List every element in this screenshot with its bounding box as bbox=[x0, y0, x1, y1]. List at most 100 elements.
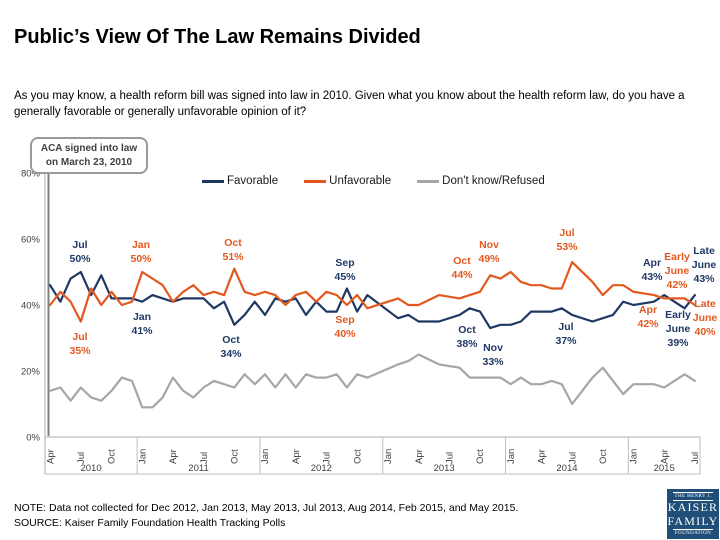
data-callout: Oct 44% bbox=[451, 254, 472, 282]
data-callout-line: 51% bbox=[222, 251, 244, 263]
data-callout-line: 35% bbox=[69, 345, 91, 357]
data-callout-line: Early bbox=[665, 309, 691, 321]
data-callout-line: Sep bbox=[335, 257, 355, 269]
data-callout: Jul 50% bbox=[69, 238, 90, 266]
data-callout-line: 39% bbox=[667, 337, 689, 349]
data-callout-line: Nov bbox=[479, 239, 499, 251]
don-t-know-refused-line bbox=[48, 353, 697, 409]
x-tick-label: Apr bbox=[659, 449, 670, 464]
data-callout-line: Jan bbox=[132, 311, 152, 323]
data-callout: Apr 43% bbox=[641, 256, 662, 284]
logo-divider bbox=[673, 528, 713, 530]
data-callout-line: Oct bbox=[222, 334, 240, 346]
data-callout: Jan 50% bbox=[130, 238, 151, 266]
data-callout-line: Oct bbox=[458, 324, 476, 336]
x-tick-label: Apr bbox=[45, 449, 56, 464]
data-callout-line: 42% bbox=[666, 279, 688, 291]
data-callout-line: Jul bbox=[72, 331, 88, 343]
data-callout: Jul 35% bbox=[69, 330, 90, 358]
data-callout-line: 42% bbox=[637, 318, 659, 330]
x-tick-label: Jul bbox=[199, 452, 210, 464]
year-label: 2014 bbox=[556, 463, 577, 474]
data-callout: Oct 34% bbox=[220, 333, 241, 361]
x-tick-label: Oct bbox=[475, 449, 486, 464]
x-tick-label: Jan bbox=[506, 449, 517, 464]
unfavorable-line-swatch bbox=[304, 179, 327, 183]
x-tick-label: Jul bbox=[76, 452, 87, 464]
data-callout-line: Jan bbox=[131, 239, 151, 251]
data-callout-line: Oct bbox=[224, 237, 242, 249]
y-tick-label: 20% bbox=[21, 367, 41, 378]
data-callout: Late June 43% bbox=[692, 244, 717, 286]
aca-annotation-line1: ACA signed into law bbox=[40, 143, 138, 154]
data-callout-line: June bbox=[691, 259, 717, 271]
chart-legend: Favorable Unfavorable Don't know/Refused bbox=[202, 175, 545, 187]
x-tick-label: Oct bbox=[107, 449, 118, 464]
data-callout: Oct 51% bbox=[222, 236, 243, 264]
x-tick-label: Jan bbox=[629, 449, 640, 464]
data-callout: Jul 37% bbox=[555, 320, 576, 348]
year-label: 2011 bbox=[188, 463, 208, 474]
logo-line-kaiser: KAISER bbox=[667, 500, 719, 515]
legend-label-unfavorable: Unfavorable bbox=[329, 175, 392, 187]
data-callout: Early June 42% bbox=[664, 250, 690, 292]
x-tick-label: Oct bbox=[230, 449, 241, 464]
data-callout-line: 49% bbox=[478, 253, 500, 265]
data-callout: Oct 38% bbox=[456, 323, 477, 351]
data-callout: Jul 53% bbox=[556, 226, 577, 254]
data-callout: Jan 41% bbox=[131, 310, 152, 338]
legend-item-dontknow: Don't know/Refused bbox=[417, 175, 545, 187]
x-tick-label: Jul bbox=[690, 452, 701, 464]
favorable-line-swatch bbox=[202, 179, 224, 183]
x-tick-label: Apr bbox=[291, 449, 302, 464]
year-label: 2013 bbox=[434, 463, 455, 474]
data-callout-line: 53% bbox=[556, 241, 578, 253]
data-callout-line: Apr bbox=[638, 304, 658, 316]
aca-annotation-box: ACA signed into law on March 23, 2010 bbox=[30, 137, 148, 174]
source-text: SOURCE: Kaiser Family Foundation Health … bbox=[14, 516, 286, 529]
data-callout-line: June bbox=[665, 323, 691, 335]
year-label: 2012 bbox=[311, 463, 332, 474]
data-callout-line: Sep bbox=[335, 314, 355, 326]
data-callout-line: Late bbox=[694, 298, 716, 310]
data-callout-line: 50% bbox=[130, 253, 152, 265]
x-tick-label: Jan bbox=[137, 449, 148, 464]
data-callout-line: 41% bbox=[131, 325, 153, 337]
data-callout-line: 50% bbox=[69, 253, 91, 265]
x-tick-label: Jan bbox=[383, 449, 394, 464]
year-label: 2010 bbox=[80, 463, 101, 474]
data-callout-line: Oct bbox=[453, 255, 471, 267]
dontknow-line-swatch bbox=[417, 179, 440, 183]
data-callout: Apr 42% bbox=[637, 303, 658, 331]
data-callout-line: Early bbox=[664, 251, 690, 263]
data-callout-line: June bbox=[664, 265, 690, 277]
data-callout-line: Jul bbox=[558, 321, 574, 333]
y-tick-label: 60% bbox=[21, 235, 41, 246]
x-tick-label: Jul bbox=[322, 452, 333, 464]
x-tick-label: Jul bbox=[444, 452, 455, 464]
logo-line-family: FAMILY bbox=[667, 513, 719, 528]
data-callout-line: Nov bbox=[483, 342, 503, 354]
data-callout-line: Jul bbox=[72, 239, 88, 251]
data-callout: Early June 39% bbox=[665, 308, 691, 350]
data-callout-line: 43% bbox=[641, 271, 663, 283]
aca-annotation-line2: on March 23, 2010 bbox=[45, 156, 133, 168]
data-callout: Sep 40% bbox=[334, 313, 355, 341]
y-tick-label: 40% bbox=[21, 301, 41, 312]
legend-item-favorable: Favorable bbox=[202, 175, 278, 187]
x-tick-label: Apr bbox=[537, 449, 548, 464]
y-tick-label: 80% bbox=[21, 169, 41, 180]
legend-item-unfavorable: Unfavorable bbox=[304, 175, 391, 187]
x-tick-label: Jul bbox=[567, 452, 578, 464]
data-callout-line: 34% bbox=[220, 348, 242, 360]
data-callout-line: Jul bbox=[559, 227, 575, 239]
data-callout-line: 37% bbox=[555, 335, 577, 347]
logo-line-foundation: FOUNDATION bbox=[674, 530, 712, 536]
data-callout: Nov 33% bbox=[482, 341, 503, 369]
data-callout-line: 45% bbox=[334, 271, 356, 283]
y-tick-label: 0% bbox=[26, 433, 40, 444]
data-callout-line: June bbox=[692, 312, 718, 324]
data-callout-line: 40% bbox=[334, 328, 356, 340]
x-tick-label: Apr bbox=[168, 449, 179, 464]
